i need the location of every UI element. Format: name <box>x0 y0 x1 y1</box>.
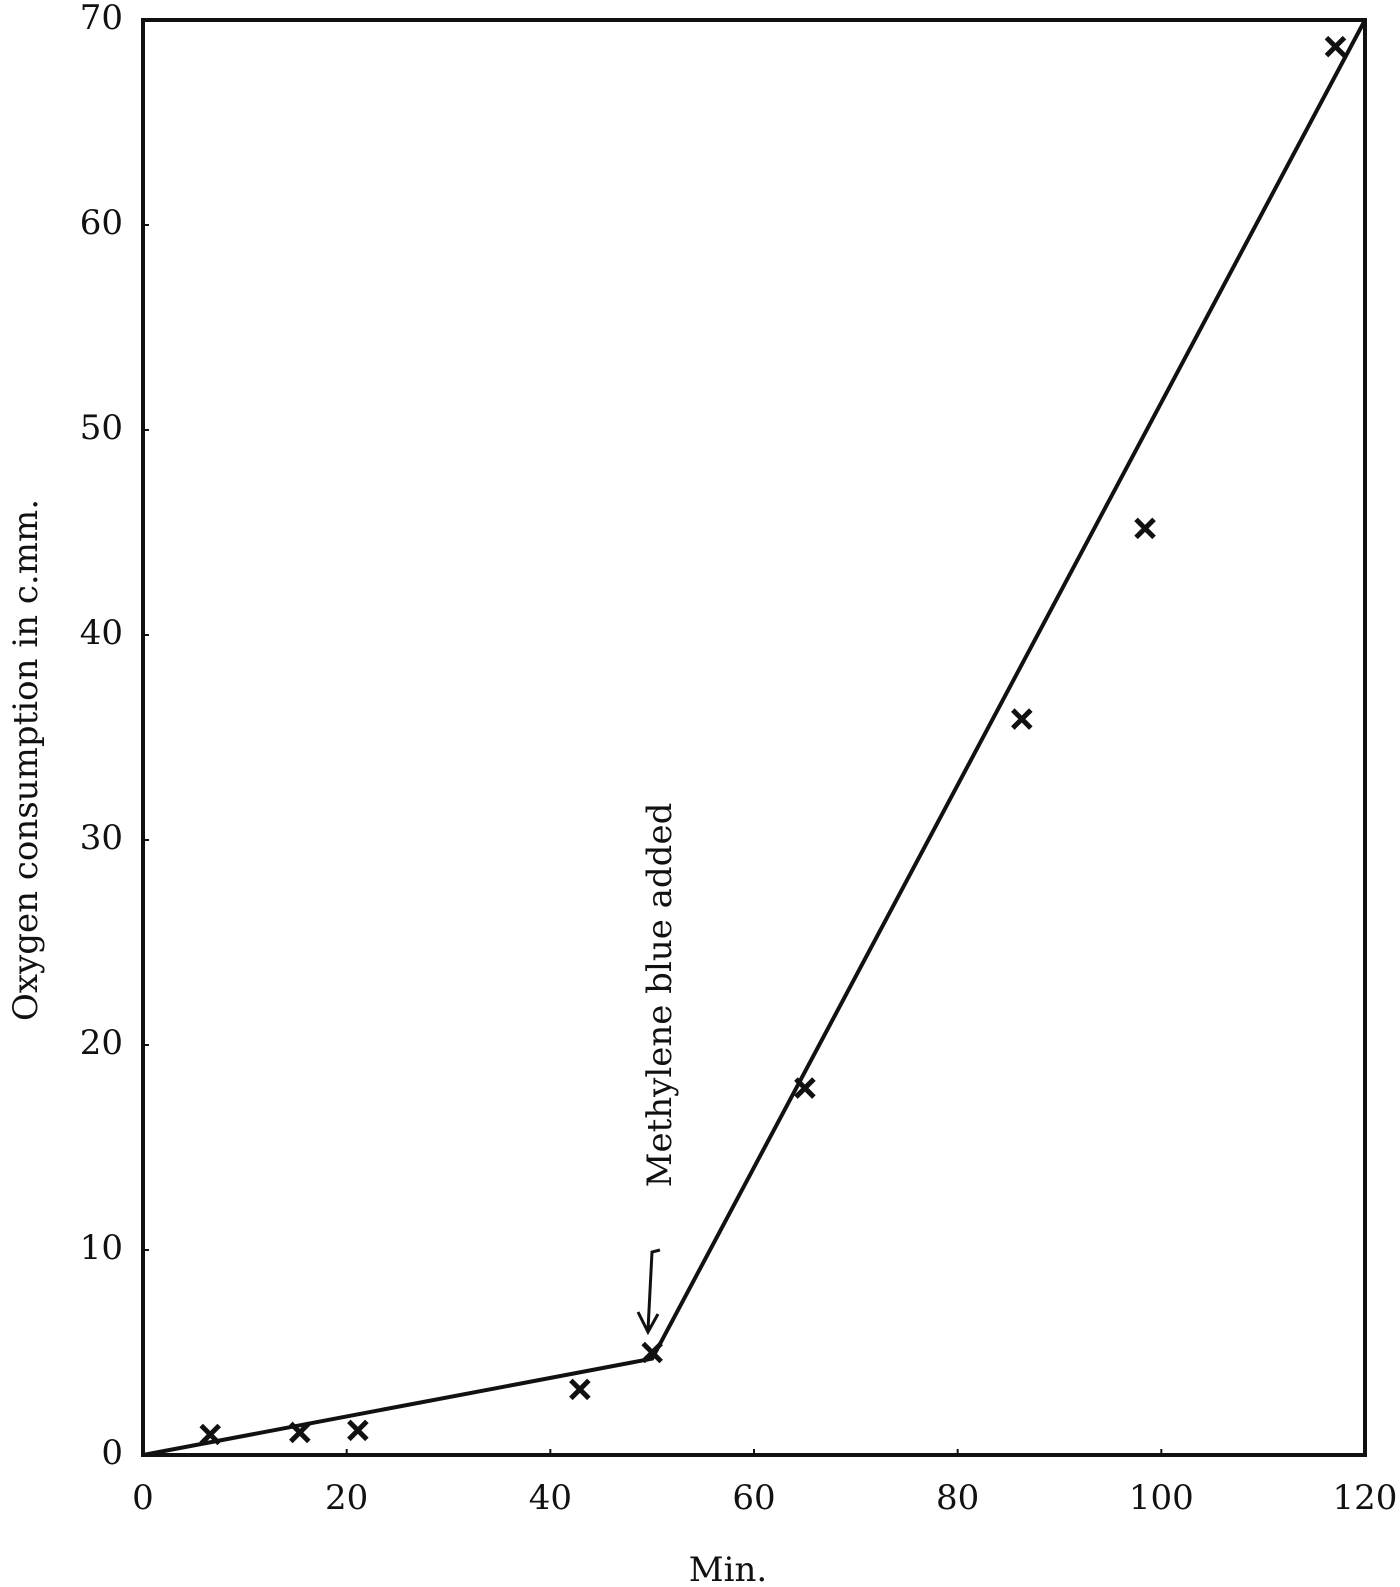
x-tick-label: 20 <box>325 1478 368 1518</box>
data-point <box>199 1423 221 1446</box>
x-tick-label: 0 <box>132 1478 154 1518</box>
fit-line <box>142 19 1367 1457</box>
annotation-arrow <box>636 1248 661 1336</box>
data-point <box>1134 517 1156 540</box>
annotation: Methylene blue added <box>640 803 680 1188</box>
x-axis-label: Min. <box>689 1550 767 1587</box>
data-point <box>1011 708 1033 730</box>
data-point <box>794 1077 816 1099</box>
x-tick-label: 40 <box>529 1478 572 1518</box>
y-tick-label: 60 <box>80 203 123 243</box>
data-point <box>289 1421 311 1444</box>
data-point <box>641 1341 663 1364</box>
plot-frame <box>141 18 1367 1457</box>
y-axis-label: Oxygen consumption in c.mm. <box>6 499 46 1021</box>
y-tick-label: 50 <box>80 408 123 448</box>
x-tick-label: 120 <box>1333 1478 1398 1518</box>
y-tick-label: 30 <box>80 818 123 858</box>
y-tick-label: 20 <box>80 1023 123 1063</box>
data-point <box>569 1378 591 1401</box>
y-tick-label: 40 <box>80 613 123 653</box>
x-tick-label: 80 <box>936 1478 979 1518</box>
y-tick-label: 10 <box>80 1228 123 1268</box>
y-tick-label: 0 <box>101 1433 123 1473</box>
x-tick-label: 100 <box>1129 1478 1194 1518</box>
data-point <box>347 1419 369 1442</box>
data-point <box>1324 35 1347 58</box>
y-tick-label: 70 <box>80 0 123 38</box>
x-tick-label: 60 <box>732 1478 775 1518</box>
